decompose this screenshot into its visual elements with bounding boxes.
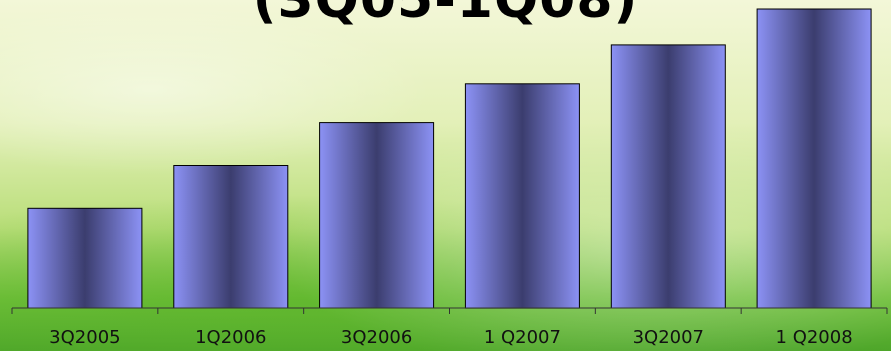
x-tick-label: 3Q2007: [633, 327, 704, 348]
bar-3q2005: [27, 207, 143, 309]
x-axis-ticks: [11, 308, 888, 314]
x-tick-label: 1 Q2008: [776, 327, 853, 348]
x-tick-label: 3Q2006: [341, 327, 412, 348]
bar-1q2008: [756, 8, 872, 309]
bar-1q2006: [173, 165, 289, 309]
x-axis-labels: 3Q2005 1Q2006 3Q2006 1 Q2007 3Q2007 1 Q2008: [49, 327, 852, 348]
chart-title: (3Q05-1Q08): [252, 0, 639, 30]
bar-3q2006: [319, 122, 435, 309]
bar-3q2007: [610, 44, 726, 309]
x-tick-label: 1Q2006: [195, 327, 266, 348]
x-tick-label: 3Q2005: [49, 327, 120, 348]
x-tick-label: 1 Q2007: [484, 327, 561, 348]
bar-1q2007: [464, 83, 580, 309]
bars-group: [27, 8, 872, 309]
